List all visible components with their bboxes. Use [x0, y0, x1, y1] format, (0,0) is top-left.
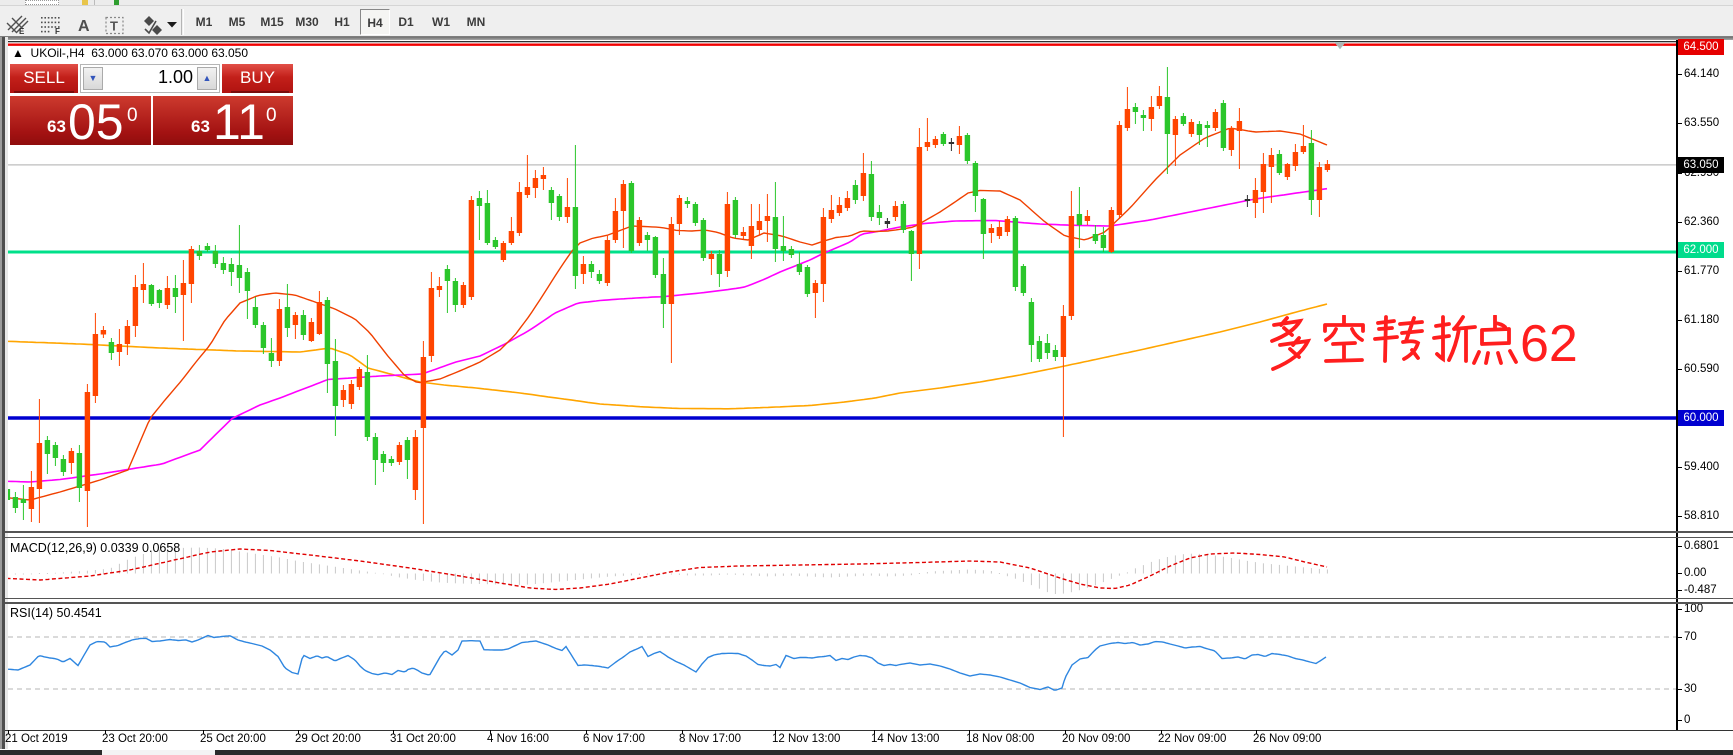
svg-text:E: E [19, 27, 25, 35]
svg-text:A: A [78, 18, 90, 35]
svg-text:62: 62 [1520, 315, 1578, 373]
svg-text:T: T [110, 19, 118, 34]
svg-text:F: F [55, 27, 60, 35]
